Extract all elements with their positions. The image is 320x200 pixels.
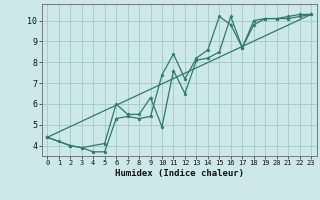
X-axis label: Humidex (Indice chaleur): Humidex (Indice chaleur) <box>115 169 244 178</box>
